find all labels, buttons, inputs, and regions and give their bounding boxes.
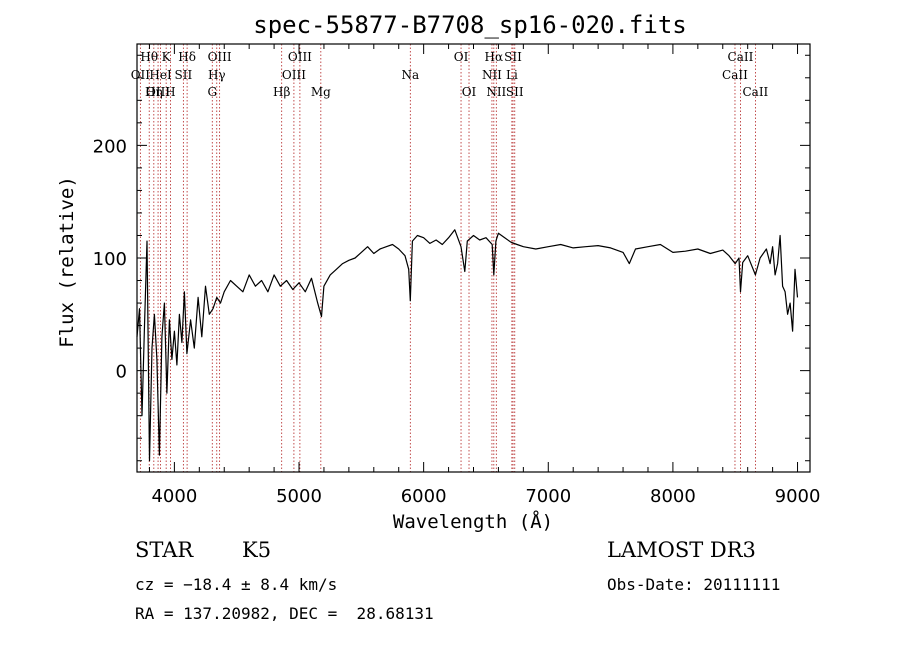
x-tick-label: 4000 (151, 486, 197, 507)
line-label: Li (506, 68, 518, 82)
line-label: Hβ (273, 85, 290, 99)
y-axis-label: Flux (relative) (56, 176, 78, 348)
x-tick-label: 8000 (650, 486, 696, 507)
line-label: Mg (311, 85, 331, 99)
line-label: OIII (208, 50, 232, 64)
line-label: Hθ (140, 50, 158, 64)
line-label: NII (482, 68, 502, 82)
x-tick-label: 9000 (775, 486, 821, 507)
line-label: CaII (728, 50, 754, 64)
spectrum-series-line (136, 229, 799, 462)
line-label: Hη (145, 85, 163, 99)
line-label: HeI (149, 68, 172, 82)
axis-ticks (137, 44, 810, 472)
observation-date: Obs-Date: 20111111 (607, 575, 781, 594)
chart-title: spec-55877-B7708_sp16-020.fits (253, 11, 686, 39)
line-label: K (162, 50, 172, 64)
y-tick-label: 0 (116, 362, 127, 383)
line-label: CaII (742, 85, 768, 99)
line-label: Hα (485, 50, 504, 64)
line-label: SII (175, 68, 193, 82)
redshift-cz: cz = −18.4 ± 8.4 km/s (135, 575, 338, 594)
spectral-line-markers (139, 44, 756, 472)
axis-tick-labels: 4000 5000 6000 7000 8000 9000 0 100 200 (93, 136, 821, 507)
line-label: OIII (146, 85, 170, 99)
line-label: OI (454, 50, 469, 64)
line-label: OIII (288, 50, 312, 64)
x-tick-label: 6000 (401, 486, 447, 507)
line-label: Na (401, 68, 419, 82)
star-subclass: K5 (242, 538, 272, 562)
star-class: STAR (135, 538, 194, 562)
x-tick-label: 7000 (525, 486, 571, 507)
plot-frame (136, 43, 811, 473)
line-label: OI (462, 85, 477, 99)
line-label: H (165, 85, 175, 99)
spectrum-chart: spec-55877-B7708_sp16-020.fits Hθ OII OIII… (56, 11, 821, 533)
line-label: OII (131, 68, 151, 82)
line-label: OIII (282, 68, 306, 82)
coordinates: RA = 137.20982, DEC = 28.68131 (135, 604, 434, 623)
y-tick-label: 200 (93, 136, 127, 157)
survey-name: LAMOST DR3 (607, 538, 756, 562)
line-label: SII (504, 50, 522, 64)
x-tick-label: 5000 (276, 486, 322, 507)
line-label: CaII (722, 68, 748, 82)
line-label: Hγ (208, 68, 226, 82)
y-tick-label: 100 (93, 249, 127, 270)
line-label: G (207, 85, 217, 99)
line-label: Hδ (178, 50, 196, 64)
x-axis-label: Wavelength (Å) (393, 510, 553, 533)
line-label: NII (486, 85, 506, 99)
line-label: SII (506, 85, 524, 99)
